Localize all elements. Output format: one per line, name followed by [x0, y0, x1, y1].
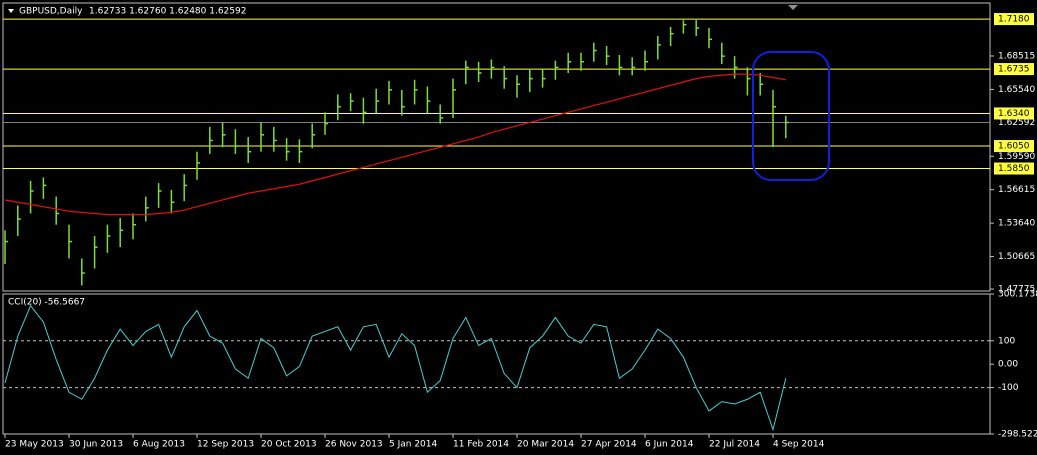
moving-average [4, 73, 786, 216]
x-tick-label: 30 Jun 2013 [69, 440, 123, 450]
y-tick-label: 1.53640 [998, 219, 1035, 229]
x-tick-label: 5 Jan 2014 [389, 440, 437, 450]
shift-marker [788, 5, 798, 10]
y-tick-label: 100 [998, 336, 1015, 346]
level-label-box [994, 13, 1034, 26]
cci-line [4, 304, 787, 432]
x-tick-label: 22 Jul 2014 [709, 440, 760, 450]
level-label: 1.7180 [998, 15, 1030, 25]
level-label-box [994, 63, 1034, 76]
quote: 1.62733 1.62760 1.62480 1.62592 [89, 7, 246, 17]
level-label-box [994, 140, 1034, 153]
level-label: 1.6050 [998, 142, 1030, 152]
y-tick-label: 1.65540 [998, 85, 1035, 95]
y-tick-label: -100 [998, 383, 1019, 393]
y-tick-label: 1.68515 [998, 51, 1035, 61]
y-tick-label: 0.00 [998, 360, 1018, 370]
x-tick-label: 11 Feb 2014 [453, 440, 509, 450]
x-tick-label: 6 Jun 2014 [645, 440, 694, 450]
x-tick-label: 6 Aug 2013 [133, 440, 185, 450]
level-label-box [994, 107, 1034, 120]
x-tick-label: 12 Sep 2013 [197, 440, 254, 450]
y-tick-label: 1.56615 [998, 185, 1035, 195]
cci-title: CCI(20) -56.5667 [8, 298, 85, 308]
menu-arrow[interactable] [8, 9, 14, 13]
y-tick-label: 1.47775 [998, 285, 1035, 295]
x-tick-label: 26 Nov 2013 [325, 440, 383, 450]
y-tick-label: 1.59590 [998, 152, 1035, 162]
cci-panel [2, 293, 991, 435]
y-tick-label: 300.1738 [998, 290, 1037, 300]
x-tick-label: 20 Mar 2014 [517, 440, 574, 450]
level-label: 1.6340 [998, 109, 1030, 119]
level-label: 1.5850 [998, 164, 1030, 174]
x-tick-label: 4 Sep 2014 [773, 440, 825, 450]
price-panel [2, 2, 991, 292]
level-label: 1.6735 [998, 65, 1030, 75]
highlight-annotation [752, 51, 830, 181]
x-tick-label: 23 May 2013 [5, 440, 64, 450]
symbol-title: GBPUSD,Daily [19, 7, 83, 17]
x-tick-label: 20 Oct 2013 [261, 440, 317, 450]
level-label-box [994, 162, 1034, 175]
y-tick-label: 1.50665 [998, 252, 1035, 262]
y-tick-label: -298.5228 [998, 430, 1037, 440]
last-price-label: 1.62592 [998, 118, 1035, 128]
x-tick-label: 27 Apr 2014 [581, 440, 637, 450]
